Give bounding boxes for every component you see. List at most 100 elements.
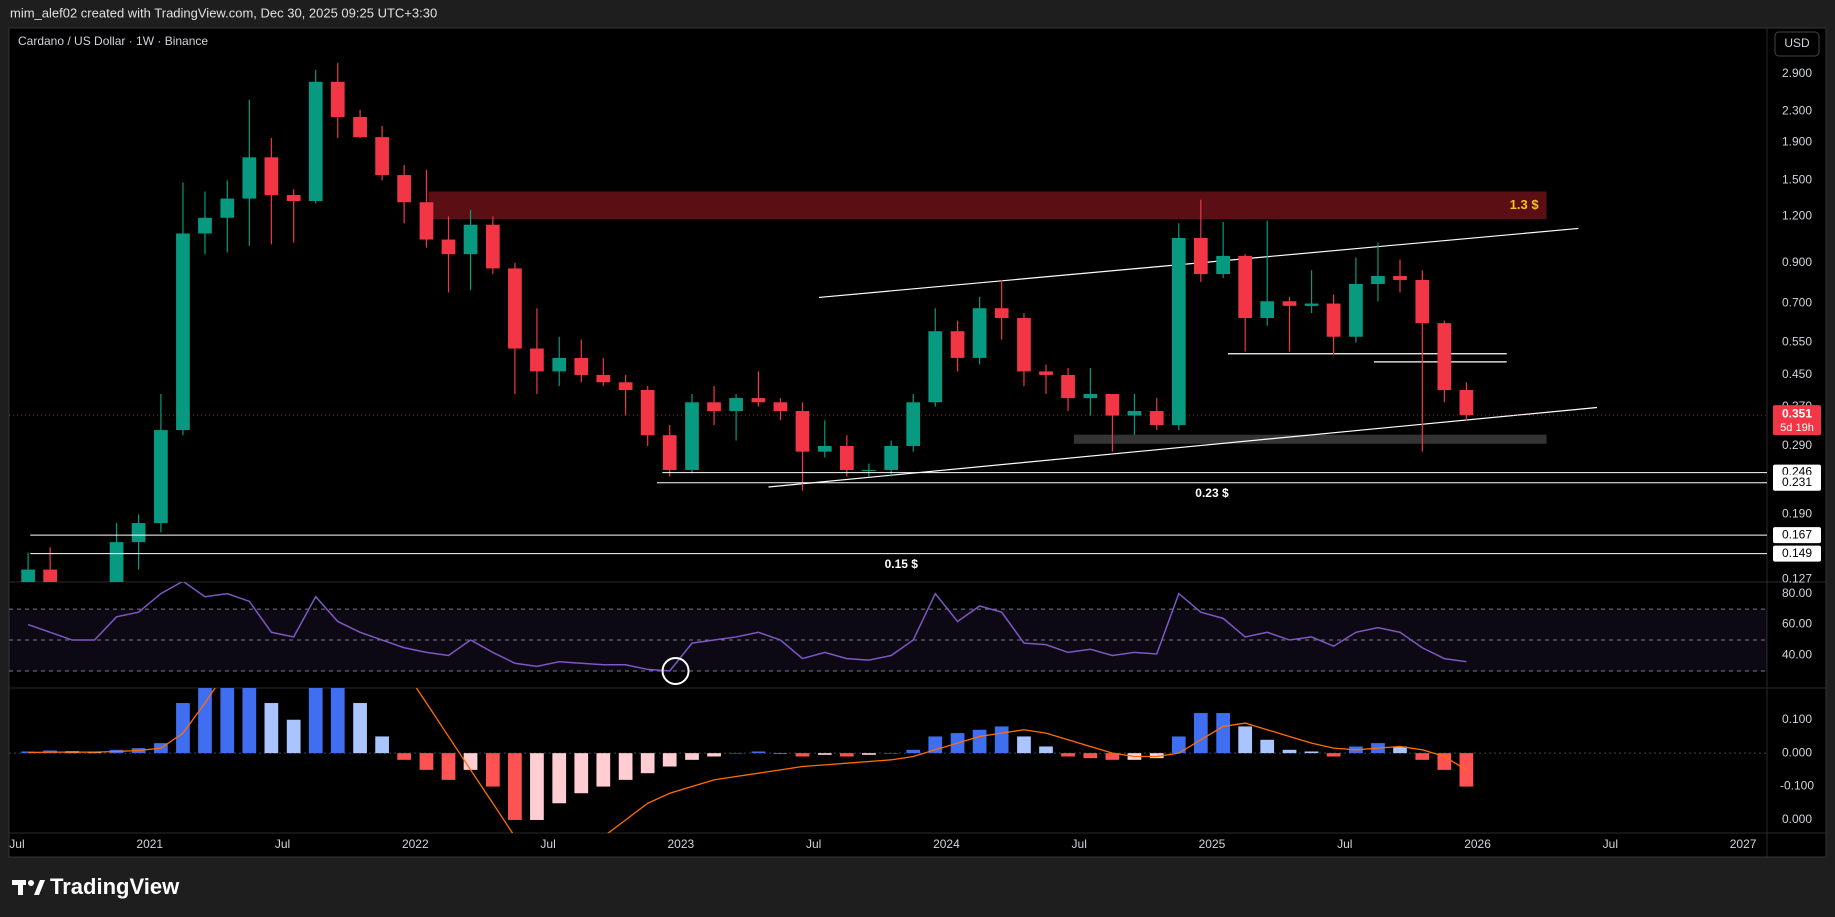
rsi-line xyxy=(27,582,1467,672)
x-tick-label: 2021 xyxy=(136,837,163,851)
candle-body xyxy=(1393,276,1407,280)
candle-body xyxy=(1061,374,1075,399)
rsi-highlight xyxy=(661,656,690,685)
x-tick-label: 2022 xyxy=(402,837,429,851)
x-tick-label: 2023 xyxy=(668,837,695,851)
candle-body xyxy=(176,233,190,431)
candle-body xyxy=(552,357,567,372)
trendline xyxy=(768,406,1598,488)
macd-bar xyxy=(640,753,655,774)
macd-bar xyxy=(220,688,235,754)
candle-body xyxy=(596,374,611,383)
macd-bar xyxy=(1061,753,1075,757)
currency-button[interactable] xyxy=(1774,31,1820,57)
macd-pane xyxy=(9,688,1767,833)
candle-body xyxy=(574,357,589,375)
candle-body xyxy=(1371,276,1385,284)
candle-body xyxy=(773,402,788,412)
zone xyxy=(1073,434,1547,444)
level-box xyxy=(1773,527,1821,544)
macd-bar xyxy=(1393,746,1407,754)
macd-bar xyxy=(729,753,743,754)
x-tick-label: Jul xyxy=(1603,837,1618,851)
macd-bar xyxy=(397,753,412,760)
macd-bar xyxy=(1437,753,1452,770)
macd-bar xyxy=(1282,749,1297,754)
macd-bar xyxy=(419,753,434,770)
candle-body xyxy=(419,202,434,240)
brand: TradingView xyxy=(50,874,180,899)
candle-body xyxy=(707,402,721,412)
candle-body xyxy=(685,402,699,470)
macd-bar xyxy=(839,753,854,757)
y-tick-label: 0.900 xyxy=(1782,255,1812,269)
candle-body xyxy=(1039,371,1053,375)
rsi-band xyxy=(9,609,1767,671)
zone xyxy=(428,191,1547,220)
macd-bar xyxy=(1039,746,1053,754)
macd-y2-tick-label: 0.000 xyxy=(1782,812,1812,826)
candle-body xyxy=(109,542,124,582)
x-tick-label: 2024 xyxy=(933,837,960,851)
countdown-label: 5d 19h xyxy=(1780,422,1814,434)
macd-bar xyxy=(817,753,832,755)
candle-body xyxy=(906,402,921,446)
candle-body xyxy=(397,175,412,203)
y-tick-label: 1.900 xyxy=(1782,134,1812,148)
macd-tick-label: 0.100 xyxy=(1782,712,1812,726)
macd-bar xyxy=(685,753,699,760)
macd-bar xyxy=(1326,753,1341,757)
candle-body xyxy=(21,569,35,582)
last-price-box xyxy=(1773,405,1821,436)
chart-title: Cardano / US Dollar · 1W · Binance xyxy=(18,34,208,48)
macd-bar xyxy=(1083,753,1098,759)
header-text: mim_alef02 created with TradingView.com,… xyxy=(10,5,437,20)
rsi-tick-label: 80.00 xyxy=(1782,586,1812,600)
macd-bar xyxy=(773,753,788,754)
candle-body xyxy=(308,81,323,202)
candle-body xyxy=(640,390,655,436)
macd-bar xyxy=(1017,736,1031,754)
macd-bar xyxy=(375,736,389,754)
macd-bar xyxy=(1105,753,1120,760)
candle-body xyxy=(1415,279,1430,324)
candle-body xyxy=(154,430,168,524)
candle-body xyxy=(1171,238,1186,426)
y-tick-label: 2.900 xyxy=(1782,66,1812,80)
macd-bar xyxy=(994,726,1009,754)
macd-bar xyxy=(1238,726,1253,754)
macd-bar xyxy=(707,753,721,757)
level-label: 0.149 xyxy=(1782,546,1812,560)
macd-bar xyxy=(552,753,567,804)
x-tick-label: Jul xyxy=(806,837,821,851)
macd-bar xyxy=(286,719,301,754)
candle-body xyxy=(330,81,345,117)
currency-label[interactable]: USD xyxy=(1784,36,1810,50)
candle-body xyxy=(530,348,544,372)
candle-body xyxy=(1260,301,1275,319)
macd-bar xyxy=(884,753,899,754)
macd-bar xyxy=(198,688,212,754)
macd-bar xyxy=(1415,753,1430,760)
candle-body xyxy=(618,382,633,391)
candle-body xyxy=(994,308,1009,319)
candle-body xyxy=(1216,255,1230,275)
y-tick-label: 0.700 xyxy=(1782,296,1812,310)
macd-bar xyxy=(1459,753,1474,787)
candle-body xyxy=(43,569,58,582)
macd-bar xyxy=(353,703,367,754)
macd-signal xyxy=(28,688,1467,833)
candle-body xyxy=(463,224,478,255)
candle-body xyxy=(662,435,677,470)
macd-bar xyxy=(530,753,544,820)
candle-body xyxy=(862,469,876,471)
macd-bar xyxy=(596,753,611,787)
y-tick-label: 1.500 xyxy=(1782,173,1812,187)
candle-body xyxy=(729,398,743,412)
y-tick-label: 0.290 xyxy=(1782,438,1812,452)
candle-body xyxy=(817,445,832,452)
x-tick-label: 2027 xyxy=(1730,837,1757,851)
macd-bar xyxy=(485,753,500,787)
candle-body xyxy=(950,331,965,358)
